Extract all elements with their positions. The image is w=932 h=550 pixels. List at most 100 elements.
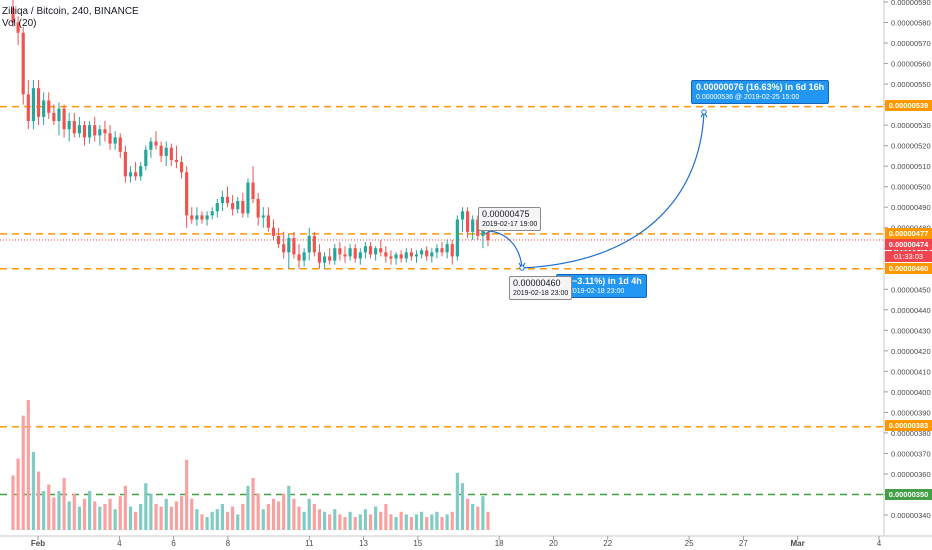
volume-bar bbox=[139, 504, 143, 530]
candle-body bbox=[62, 108, 66, 130]
candle-body bbox=[11, 8, 15, 23]
volume-bar bbox=[190, 498, 194, 530]
volume-bar bbox=[297, 506, 301, 530]
candle-body bbox=[277, 235, 281, 245]
time-tick-label: 20 bbox=[549, 539, 558, 548]
volume-bar bbox=[205, 517, 209, 530]
price-tick-label: 0.00000410 bbox=[891, 367, 931, 376]
volume-bar bbox=[266, 504, 270, 530]
volume-bar bbox=[241, 504, 245, 530]
time-tick-label: 6 bbox=[171, 539, 176, 548]
projection-callout-target[interactable]: 0.00000076 (16.63%) in 6d 16h 0.00000536… bbox=[691, 80, 830, 104]
time-tick-label: 15 bbox=[413, 539, 422, 548]
candle-body bbox=[47, 100, 51, 113]
volume-bar bbox=[26, 400, 30, 530]
price-tick-label: 0.00000500 bbox=[891, 183, 931, 192]
volume-bar bbox=[450, 511, 454, 530]
price-point-callout-start[interactable]: 0.00000475 2019-02-17 19:00 bbox=[478, 207, 542, 231]
candle-body bbox=[425, 250, 429, 257]
volume-bar bbox=[476, 506, 480, 530]
candle-body bbox=[210, 211, 214, 216]
volume-bar bbox=[185, 459, 189, 530]
price-tick-label: 0.00000360 bbox=[891, 470, 931, 479]
volume-bar bbox=[486, 511, 490, 530]
candle-body bbox=[205, 215, 209, 220]
volume-bar bbox=[118, 496, 122, 530]
price-tick-label: 0.00000550 bbox=[891, 80, 931, 89]
candle-body bbox=[404, 252, 408, 259]
candle-body bbox=[123, 151, 127, 177]
volume-bar bbox=[88, 491, 92, 530]
candle-body bbox=[363, 246, 368, 253]
candle-body bbox=[282, 244, 286, 253]
volume-bar bbox=[154, 504, 158, 530]
volume-bar bbox=[179, 496, 184, 530]
time-tick-label: 4 bbox=[117, 539, 122, 548]
candle-body bbox=[251, 182, 255, 199]
level-badge-0-00000350: 0.00000350 bbox=[885, 489, 932, 500]
volume-bar bbox=[62, 478, 66, 530]
candle-body bbox=[379, 248, 383, 253]
countdown-badge: 01:33:03 bbox=[885, 251, 932, 262]
candle-body bbox=[21, 32, 25, 95]
candle-body bbox=[26, 94, 30, 122]
price-point-callout-low[interactable]: 0.00000460 2019-02-18 23:00 bbox=[509, 276, 573, 300]
candle-body bbox=[139, 166, 143, 177]
volume-bar bbox=[481, 496, 485, 530]
callout-date: 2019-02-18 23:00 bbox=[569, 288, 625, 295]
candle-body bbox=[389, 256, 393, 259]
volume-bar bbox=[174, 501, 179, 530]
candle-body bbox=[394, 254, 398, 259]
candle-body bbox=[215, 203, 219, 212]
time-tick-label: 4 bbox=[877, 539, 882, 548]
volume-bar bbox=[338, 514, 342, 530]
candle-body bbox=[409, 252, 413, 257]
volume-bar bbox=[425, 517, 429, 530]
volume-bar bbox=[149, 493, 153, 530]
projection-point bbox=[701, 109, 707, 115]
projection-curve-down bbox=[485, 230, 523, 269]
candle-body bbox=[271, 227, 276, 236]
volume-bar bbox=[430, 514, 434, 530]
time-tick-label: 13 bbox=[359, 539, 368, 548]
volume-bar bbox=[123, 485, 127, 530]
volume-bar bbox=[307, 498, 311, 530]
candle-body bbox=[317, 252, 322, 263]
price-tick-label: 0.00000450 bbox=[891, 285, 931, 294]
volume-bar bbox=[236, 514, 240, 530]
symbol-title[interactable]: Zilliqa / Bitcoin, 240, BINANCE bbox=[2, 6, 139, 17]
price-tick-label: 0.00000380 bbox=[891, 429, 931, 438]
projection-point bbox=[519, 265, 525, 271]
volume-bar bbox=[414, 514, 419, 530]
candle-body bbox=[200, 215, 204, 220]
candle-body bbox=[297, 254, 301, 261]
candle-body bbox=[16, 22, 20, 33]
volume-bar bbox=[256, 493, 260, 530]
candle-body bbox=[42, 100, 46, 117]
volume-bar bbox=[394, 517, 398, 530]
volume-bar bbox=[164, 498, 168, 530]
volume-bar bbox=[440, 517, 444, 530]
volume-bar bbox=[195, 509, 199, 530]
volume-bar bbox=[358, 514, 362, 530]
candle-body bbox=[261, 215, 265, 218]
volume-indicator-label[interactable]: Vol (20) bbox=[2, 18, 37, 29]
time-tick-label: 22 bbox=[603, 539, 612, 548]
candle-body bbox=[338, 248, 342, 255]
volume-bar bbox=[246, 485, 250, 530]
candle-body bbox=[465, 211, 470, 232]
volume-bar bbox=[159, 506, 163, 530]
candle-body bbox=[231, 203, 235, 210]
level-badge-0-00000383: 0.00000383 bbox=[885, 420, 932, 431]
callout-target-date: 0.00000536 @ 2019-02-25 15:00 bbox=[696, 94, 800, 101]
volume-bar bbox=[215, 509, 219, 530]
price-tick-label: 0.00000570 bbox=[891, 39, 931, 48]
volume-bar bbox=[225, 511, 230, 530]
volume-bar bbox=[57, 491, 61, 530]
candle-body bbox=[256, 198, 260, 218]
candle-body bbox=[52, 112, 56, 122]
volume-bar bbox=[282, 493, 286, 530]
volume-bar bbox=[277, 501, 281, 530]
